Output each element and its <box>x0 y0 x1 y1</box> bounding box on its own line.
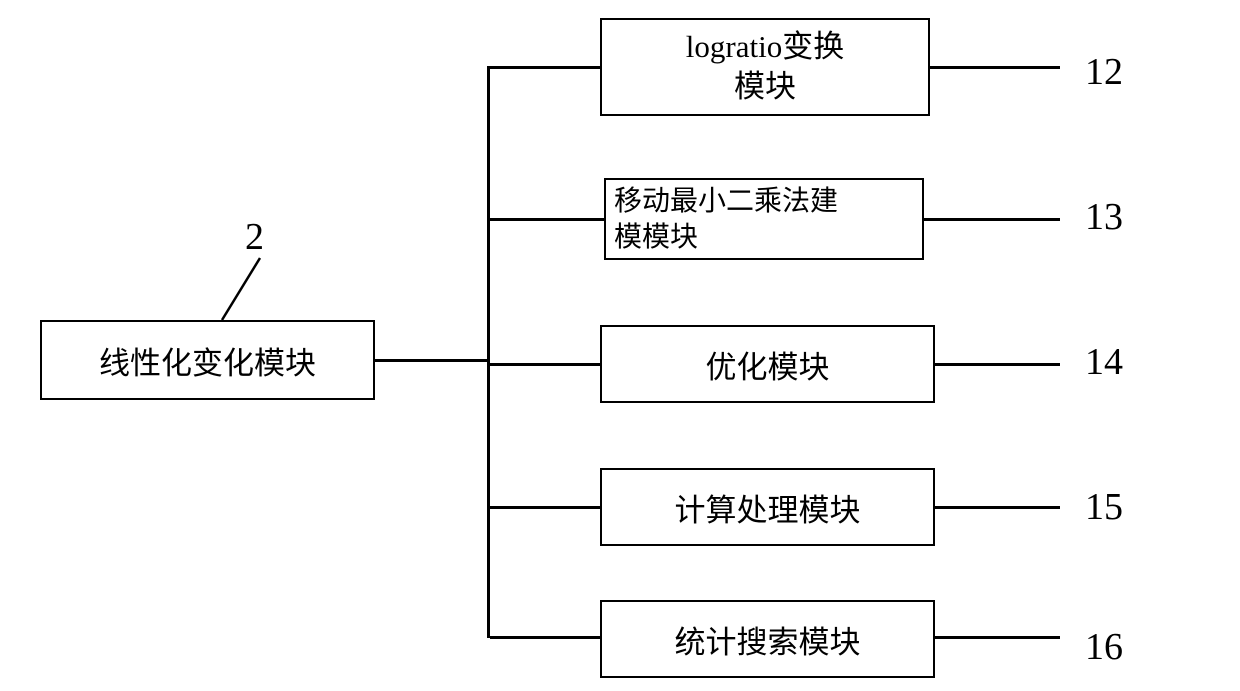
diagram-container: 线性化变化模块 2 logratio变换 模块 12 移动最小二乘法建 模模块 … <box>0 0 1240 691</box>
label-line-14 <box>935 363 1060 366</box>
node-13-text-line1: 移动最小二乘法建 <box>614 184 838 220</box>
node-15-label: 15 <box>1085 485 1123 529</box>
main-horizontal-connector <box>375 359 490 362</box>
node-12-text-line1: logratio变换 <box>686 27 844 67</box>
branch-line-13 <box>490 218 604 221</box>
branch-line-15 <box>490 506 600 509</box>
node-15-box: 计算处理模块 <box>600 468 935 546</box>
branch-line-12 <box>490 66 600 69</box>
root-node-box: 线性化变化模块 <box>40 320 375 400</box>
node-14-label: 14 <box>1085 340 1123 384</box>
node-16-label: 16 <box>1085 625 1123 669</box>
node-16-text: 统计搜索模块 <box>675 617 861 662</box>
node-13-box: 移动最小二乘法建 模模块 <box>604 178 924 260</box>
node-16-box: 统计搜索模块 <box>600 600 935 678</box>
node-12-label: 12 <box>1085 50 1123 94</box>
label-line-15 <box>935 506 1060 509</box>
label-line-16 <box>935 636 1060 639</box>
node-12-box: logratio变换 模块 <box>600 18 930 116</box>
node-14-box: 优化模块 <box>600 325 935 403</box>
node-14-text: 优化模块 <box>706 342 830 387</box>
node-12-text-line2: 模块 <box>734 67 796 107</box>
label-line-12 <box>930 66 1060 69</box>
label-line-13 <box>924 218 1060 221</box>
branch-line-14 <box>490 363 600 366</box>
node-13-text-line2: 模模块 <box>614 220 698 256</box>
branch-line-16 <box>490 636 600 639</box>
vertical-bus <box>487 66 490 638</box>
node-15-text: 计算处理模块 <box>675 485 861 530</box>
root-node-text: 线性化变化模块 <box>99 338 316 383</box>
node-13-label: 13 <box>1085 195 1123 239</box>
root-node-label: 2 <box>245 215 264 259</box>
